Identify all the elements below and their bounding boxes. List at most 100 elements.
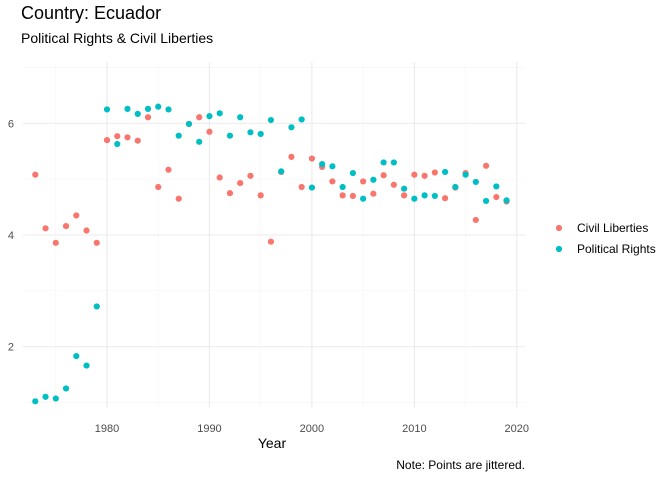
civil-liberties-point: [175, 195, 182, 202]
political-rights-point: [288, 124, 295, 131]
civil-liberties-point: [298, 183, 305, 191]
chart-title: Country: Ecuador: [21, 3, 162, 23]
political-rights-point: [124, 105, 131, 112]
civil-liberties-point: [472, 216, 479, 224]
political-rights-point: [247, 129, 254, 136]
political-rights-point: [401, 185, 408, 192]
political-rights-point: [155, 103, 162, 110]
civil-liberties-point: [155, 183, 162, 191]
political-rights-point: [370, 176, 377, 183]
political-rights-point: [462, 171, 469, 178]
y-tick-label: 6: [8, 118, 14, 130]
civil-liberties-point: [288, 153, 295, 160]
political-rights-point: [493, 183, 500, 190]
civil-liberties-point: [431, 169, 438, 176]
civil-liberties-point: [360, 178, 367, 185]
chart-subtitle: Political Rights & Civil Liberties: [21, 30, 214, 46]
civil-liberties-point: [237, 180, 244, 187]
chart-caption: Note: Points are jittered.: [396, 458, 525, 472]
political-rights-point: [52, 395, 59, 402]
political-rights-point: [278, 168, 285, 175]
political-rights-point: [226, 132, 234, 139]
civil-liberties-point: [124, 134, 131, 141]
political-rights-point: [185, 120, 193, 128]
civil-liberties-point: [401, 192, 408, 199]
political-rights-point: [257, 130, 264, 138]
political-rights-point: [206, 113, 213, 120]
political-rights-point: [411, 195, 418, 202]
political-rights-point: [329, 163, 336, 170]
political-rights-point: [93, 303, 100, 310]
political-rights-point: [339, 183, 346, 191]
civil-liberties-point: [73, 212, 80, 219]
civil-liberties-point: [42, 225, 49, 232]
civil-liberties-point: [441, 195, 449, 202]
political-rights-point: [42, 393, 49, 400]
civil-liberties-point: [196, 114, 203, 121]
political-rights-point: [267, 116, 275, 124]
political-rights-point: [360, 195, 367, 202]
civil-liberties-point: [380, 172, 387, 179]
civil-liberties-point: [32, 171, 39, 178]
political-rights-point: [431, 192, 438, 200]
x-tick-label: 1990: [197, 423, 221, 435]
x-tick-label: 1980: [95, 423, 119, 435]
political-rights-point: [319, 161, 326, 168]
legend-key-political-rights: [555, 245, 563, 253]
civil-liberties-point: [411, 171, 418, 178]
political-rights-point: [452, 183, 459, 191]
civil-liberties-point: [144, 114, 152, 121]
civil-liberties-point: [257, 192, 264, 199]
political-rights-point: [216, 110, 223, 117]
political-rights-point: [421, 192, 428, 199]
political-rights-point: [83, 362, 90, 369]
civil-liberties-point: [165, 166, 172, 173]
political-rights-point: [103, 106, 111, 113]
civil-liberties-point: [206, 128, 213, 135]
x-axis-title: Year: [258, 435, 287, 451]
legend: Civil Liberties Political Rights: [555, 221, 656, 256]
political-rights-point: [298, 116, 305, 123]
civil-liberties-point: [103, 137, 111, 144]
civil-liberties-point: [247, 172, 254, 179]
legend-label-civil-liberties: Civil Liberties: [577, 221, 648, 235]
x-tick-label: 2020: [505, 423, 529, 435]
civil-liberties-point: [493, 193, 500, 201]
y-tick-labels: 2 4 6: [8, 118, 14, 353]
civil-liberties-point: [308, 155, 316, 162]
civil-liberties-point: [421, 172, 428, 179]
x-tick-labels: 1980 1990 2000 2010 2020: [95, 423, 529, 435]
civil-liberties-point: [482, 162, 490, 169]
legend-label-political-rights: Political Rights: [577, 242, 656, 256]
civil-liberties-point: [62, 222, 70, 230]
political-rights-point: [144, 105, 152, 112]
political-rights-point: [308, 184, 316, 191]
political-rights-point: [73, 353, 80, 360]
political-rights-point: [134, 110, 141, 117]
civil-liberties-point: [134, 137, 141, 144]
data-points: [32, 103, 510, 405]
civil-liberties-point: [339, 192, 346, 199]
major-gridlines: [23, 62, 525, 408]
x-tick-label: 2000: [300, 423, 324, 435]
x-tick-label: 2010: [402, 423, 426, 435]
civil-liberties-point: [329, 178, 336, 185]
civil-liberties-point: [114, 133, 121, 140]
political-rights-point: [441, 168, 449, 176]
political-rights-point: [165, 106, 172, 113]
civil-liberties-point: [267, 238, 275, 245]
y-tick-label: 4: [8, 230, 14, 242]
political-rights-point: [380, 159, 387, 166]
political-rights-point: [62, 385, 70, 392]
political-rights-point: [482, 197, 490, 205]
y-tick-label: 2: [8, 342, 14, 354]
political-rights-point: [114, 140, 121, 148]
civil-liberties-point: [390, 181, 397, 188]
civil-liberties-point: [349, 192, 356, 200]
political-rights-point: [390, 159, 397, 166]
civil-liberties-point: [370, 190, 377, 197]
civil-liberties-point: [93, 239, 100, 246]
political-rights-point: [237, 114, 244, 121]
